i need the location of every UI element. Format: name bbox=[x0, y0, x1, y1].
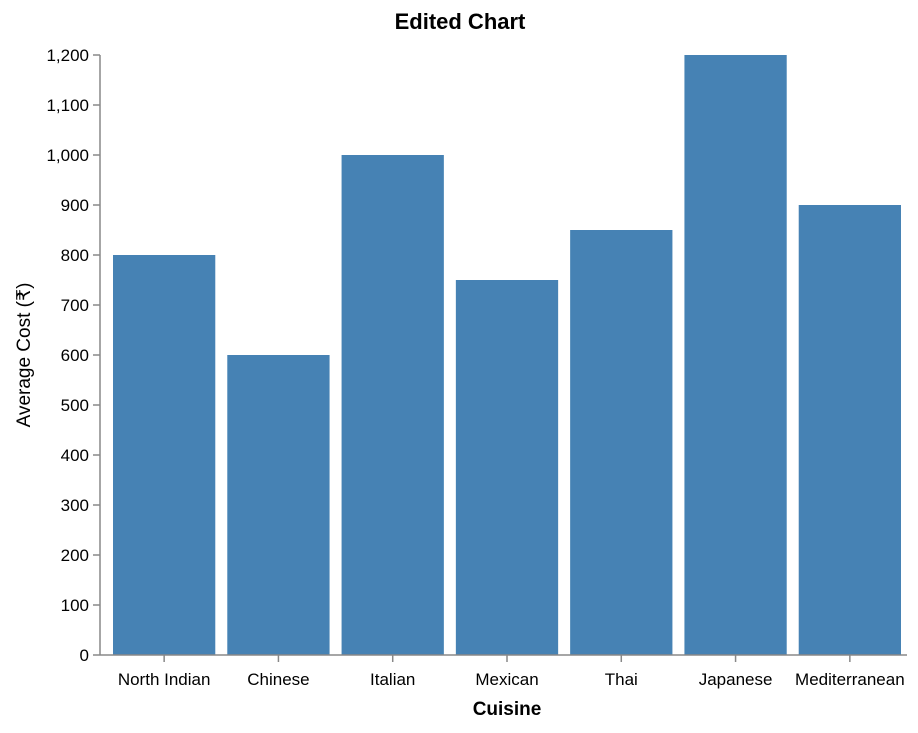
y-tick-label: 800 bbox=[61, 246, 89, 265]
x-tick-label: Mexican bbox=[475, 670, 538, 689]
y-tick-label: 1,100 bbox=[46, 96, 89, 115]
x-tick-label: Chinese bbox=[247, 670, 309, 689]
y-tick-label: 300 bbox=[61, 496, 89, 515]
y-tick-label: 1,000 bbox=[46, 146, 89, 165]
y-tick-label: 400 bbox=[61, 446, 89, 465]
bars-group bbox=[113, 55, 901, 655]
chart-title: Edited Chart bbox=[395, 9, 526, 34]
y-axis: 0 100 200 300 400 500 600 700 800 900 1,000 1,100 1,… bbox=[46, 46, 101, 665]
y-axis-title: Average Cost (₹) bbox=[14, 283, 35, 428]
bar-mediterranean bbox=[798, 205, 901, 655]
bar-north-indian bbox=[113, 255, 216, 655]
x-axis: North Indian Chinese Italian Mexican Thai Jap… bbox=[100, 654, 907, 689]
x-tick-label: Mediterranean bbox=[795, 670, 905, 689]
x-axis-title: Cuisine bbox=[473, 699, 542, 720]
y-tick-label: 0 bbox=[80, 646, 89, 665]
bar-chinese bbox=[227, 355, 330, 655]
y-tick-label: 1,200 bbox=[46, 46, 89, 65]
y-tick-label: 700 bbox=[61, 296, 89, 315]
y-tick-label: 900 bbox=[61, 196, 89, 215]
y-tick-label: 600 bbox=[61, 346, 89, 365]
x-tick-label: Thai bbox=[605, 670, 638, 689]
y-tick-label: 200 bbox=[61, 546, 89, 565]
bar-mexican bbox=[455, 280, 559, 655]
bar-thai bbox=[570, 230, 673, 655]
bar-japanese bbox=[684, 55, 787, 655]
y-tick-label: 100 bbox=[61, 596, 89, 615]
x-tick-label: Japanese bbox=[699, 670, 773, 689]
x-tick-label: North Indian bbox=[118, 670, 211, 689]
y-tick-label: 500 bbox=[61, 396, 89, 415]
bar-italian bbox=[341, 155, 444, 655]
x-tick-label: Italian bbox=[370, 670, 415, 689]
